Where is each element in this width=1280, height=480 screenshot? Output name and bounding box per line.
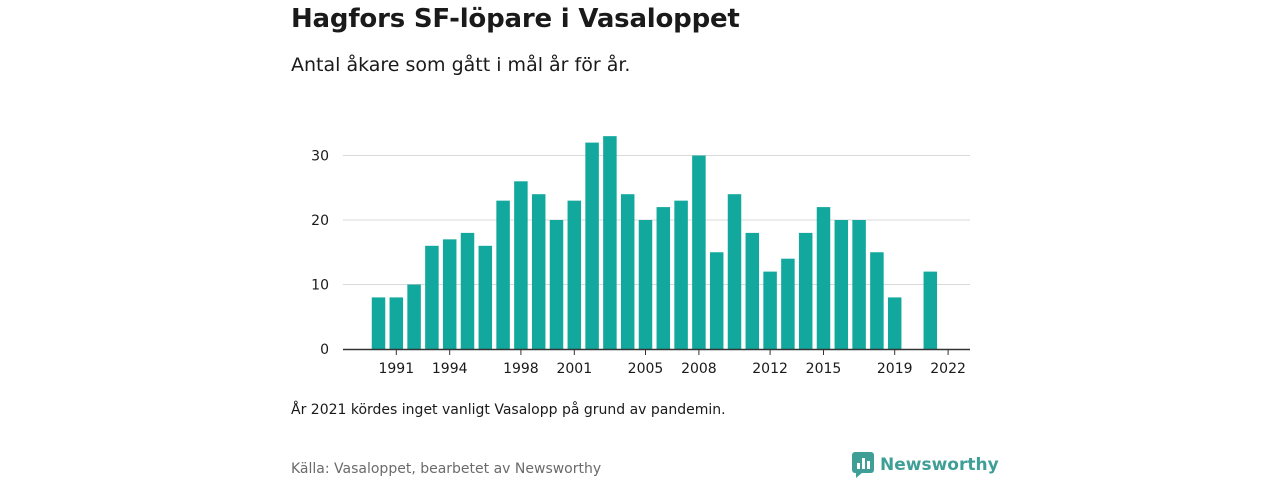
bar-1993 bbox=[425, 245, 439, 349]
brand-logo: Newsworthy bbox=[852, 452, 999, 478]
bar-1997 bbox=[496, 200, 510, 349]
x-tick-label: 2005 bbox=[628, 361, 664, 377]
bar-chart: 0 10 20 30 1991 1994 1998 2001 2005 2008 2012 2015 2… bbox=[311, 136, 970, 377]
bar-2005 bbox=[638, 220, 653, 349]
chart-subtitle: Antal åkare som gått i mål år för år. bbox=[291, 54, 631, 76]
bar-2011 bbox=[745, 232, 760, 349]
source-credit: Källa: Vasaloppet, bearbetet av Newswort… bbox=[291, 461, 602, 477]
bar-1994 bbox=[442, 239, 457, 349]
x-tick-label: 1991 bbox=[378, 361, 414, 377]
bar-2016 bbox=[834, 220, 849, 349]
bar-chart-speech-icon bbox=[852, 452, 874, 478]
bar-2014 bbox=[798, 232, 813, 349]
x-tick-label: 1998 bbox=[503, 361, 539, 377]
bar-2013 bbox=[781, 258, 795, 349]
bar-2010 bbox=[727, 194, 742, 349]
bar-1999 bbox=[531, 194, 546, 349]
x-tick-label: 2015 bbox=[806, 361, 842, 377]
y-tick-label: 30 bbox=[311, 149, 329, 165]
bar-2008 bbox=[692, 155, 706, 349]
x-tick-label: 2019 bbox=[877, 361, 913, 377]
chart-note: År 2021 kördes inget vanligt Vasalopp på… bbox=[291, 402, 726, 418]
x-tick-label: 2001 bbox=[556, 361, 592, 377]
y-tick-label: 20 bbox=[311, 213, 329, 229]
bar-1990 bbox=[371, 297, 386, 349]
x-tick-label: 1994 bbox=[432, 361, 468, 377]
bar-2000 bbox=[549, 220, 564, 349]
bar-1998 bbox=[514, 181, 528, 349]
bar-2017 bbox=[852, 220, 866, 349]
bar-2004 bbox=[620, 194, 635, 349]
bar-2006 bbox=[656, 207, 671, 349]
bar-2015 bbox=[816, 207, 831, 349]
bar-2009 bbox=[709, 252, 724, 349]
bar-1992 bbox=[407, 284, 421, 349]
bar-2018 bbox=[870, 252, 884, 349]
x-tick-label: 2022 bbox=[930, 361, 966, 377]
x-tick-label: 2012 bbox=[752, 361, 788, 377]
bar-1995 bbox=[460, 232, 475, 349]
bar-2001 bbox=[567, 200, 582, 349]
chart-title: Hagfors SF-löpare i Vasaloppet bbox=[291, 4, 740, 34]
bar-2003 bbox=[603, 136, 617, 349]
bar-2019 bbox=[887, 297, 902, 349]
bar-2012 bbox=[763, 271, 777, 349]
bar-1991 bbox=[389, 297, 404, 349]
y-tick-label: 10 bbox=[311, 278, 329, 294]
x-tick-label: 2008 bbox=[681, 361, 717, 377]
bar-2002 bbox=[585, 142, 599, 349]
y-tick-label: 0 bbox=[320, 342, 329, 358]
brand-name: Newsworthy bbox=[880, 455, 999, 475]
bar-1996 bbox=[478, 245, 493, 349]
bar-2021 bbox=[923, 271, 938, 349]
bar-2007 bbox=[674, 200, 688, 349]
